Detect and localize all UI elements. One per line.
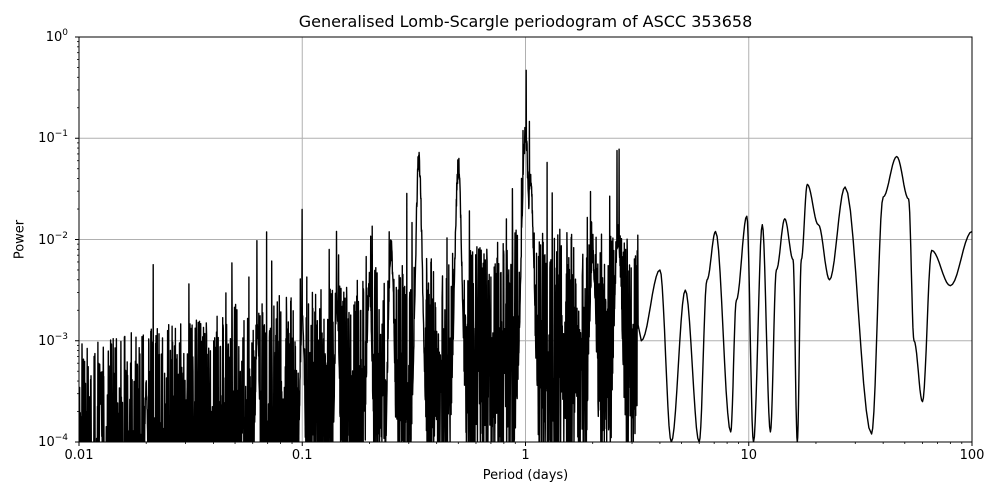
y-tick-label: 10−3 (38, 331, 68, 349)
axes-frame (78, 36, 973, 443)
x-tick-label: 0.01 (64, 448, 94, 463)
x-tick-label: 0.1 (291, 448, 313, 463)
y-axis-label: Power (12, 219, 28, 260)
x-axis-label: Period (days) (482, 468, 569, 483)
y-tick-label: 10−1 (38, 129, 68, 147)
y-tick-label: 10−2 (38, 230, 68, 248)
x-tick-label: 1 (521, 448, 530, 463)
x-tick-label: 10 (740, 448, 758, 463)
y-tick-label: 10−4 (38, 432, 68, 451)
chart-title: Generalised Lomb-Scargle periodogram of … (298, 12, 753, 31)
y-tick-label: 100 (45, 27, 68, 46)
power-curve (79, 69, 972, 442)
x-tick-label: 100 (959, 448, 985, 463)
